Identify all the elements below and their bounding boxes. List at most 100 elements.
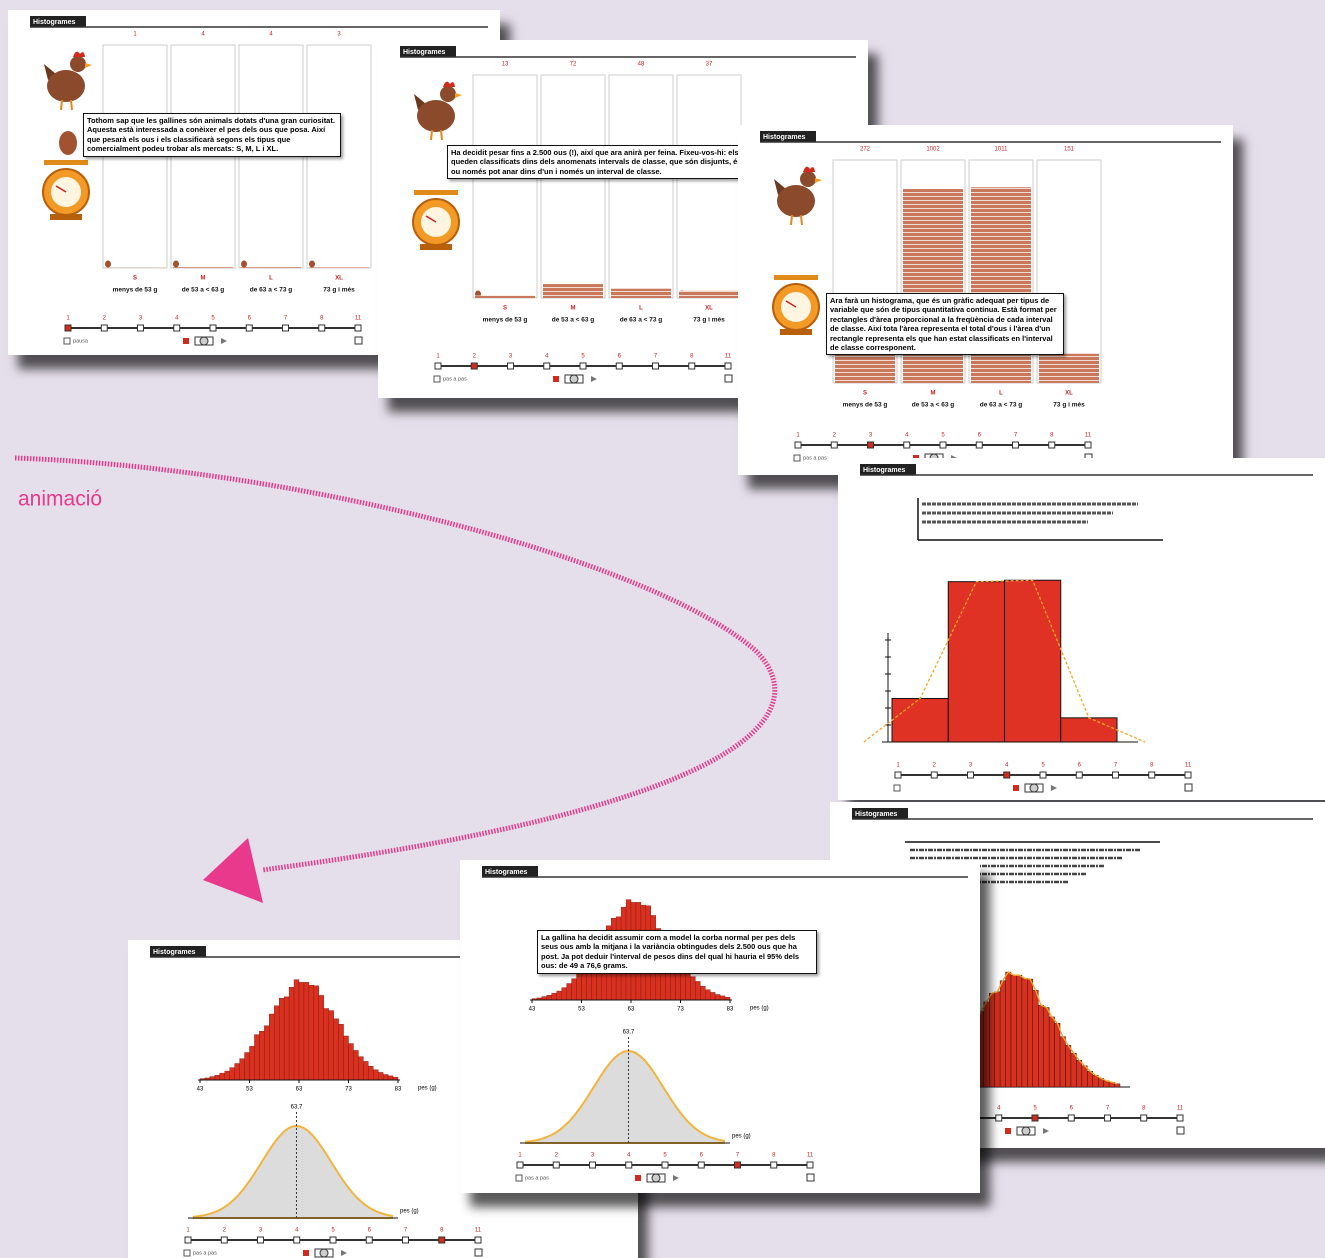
text-box: Tothom sap que les gallines són animals … [83, 113, 341, 157]
step-label: 4 [175, 316, 179, 322]
step-marker [735, 1162, 741, 1168]
step-marker [101, 325, 107, 331]
count-label: 4 [269, 32, 273, 38]
hen-leg [441, 130, 442, 140]
control-label: pas a pas [443, 376, 467, 382]
panel-title: Histogrames [855, 811, 898, 818]
nav-dial [652, 1174, 660, 1182]
step-label: 11 [725, 354, 732, 360]
step-marker [895, 772, 901, 778]
histogram-bar [1000, 981, 1005, 1087]
step-label: 8 [772, 1153, 776, 1159]
step-marker [319, 325, 325, 331]
histogram-bar [250, 1046, 255, 1080]
play-button [221, 338, 227, 344]
step-marker [1076, 772, 1082, 778]
x-tick-label: 73 [677, 1007, 684, 1013]
step-label: 11 [475, 1228, 482, 1234]
step-marker [65, 325, 71, 331]
step-label: 4 [997, 1106, 1001, 1112]
panel-title: Histogrames [485, 869, 528, 876]
histogram-bar [720, 996, 725, 1000]
x-axis-label: pes (g) [418, 1086, 437, 1092]
step-label: 2 [473, 354, 477, 360]
curve-axis-label: pes (g) [732, 1134, 751, 1140]
step-label: 8 [690, 354, 694, 360]
hen-leg [71, 100, 72, 110]
x-axis-label: pes (g) [750, 1006, 769, 1012]
step-label: 6 [1078, 763, 1082, 769]
scale-base [50, 214, 82, 220]
x-tick-label: 53 [578, 1007, 585, 1013]
stop-button [183, 338, 189, 344]
step-marker [931, 772, 937, 778]
step-marker [1085, 442, 1091, 448]
histogram-bar [358, 1057, 363, 1080]
nav-dial [1030, 784, 1038, 792]
step-label: 1 [436, 354, 440, 360]
step-marker [439, 1237, 445, 1243]
checkbox [64, 338, 70, 344]
checkbox [894, 785, 900, 791]
step-label: 2 [555, 1153, 559, 1159]
category-range: de 53 a < 63 g [912, 402, 954, 409]
step-label: 3 [509, 354, 513, 360]
category-range: 73 g i més [1053, 402, 1085, 409]
scale-plate [414, 190, 458, 195]
step-marker [1032, 1115, 1038, 1121]
count-label: 37 [706, 62, 713, 68]
step-marker [517, 1162, 523, 1168]
step-marker [1004, 772, 1010, 778]
text-box: La gallina ha decidit assumir com a mode… [537, 930, 817, 974]
stop-button [635, 1175, 641, 1181]
hen-beak [455, 93, 462, 98]
hen-head [800, 171, 816, 187]
mean-label: 63,7 [623, 1030, 635, 1036]
histogram-bar [552, 993, 557, 1000]
hen-leg [801, 215, 802, 225]
histogram-bar [1071, 1053, 1076, 1087]
step-marker [366, 1237, 372, 1243]
step-marker [508, 363, 514, 369]
histogram-bar [710, 992, 715, 1000]
curve-axis-label: pes (g) [400, 1209, 419, 1215]
histogram-bar [339, 1024, 344, 1080]
end-button [725, 375, 732, 382]
histogram-bar [363, 1061, 368, 1080]
step-label: 8 [440, 1228, 444, 1234]
step-marker [689, 363, 695, 369]
scale-base [780, 329, 812, 335]
step-marker [976, 442, 982, 448]
hen-body [47, 70, 85, 102]
end-button [355, 337, 362, 344]
column [541, 75, 605, 298]
category-range: de 63 a < 73 g [250, 287, 292, 294]
count-label: 3 [337, 32, 341, 38]
category-range: menys de 53 g [113, 287, 158, 294]
step-label: 1 [796, 433, 800, 439]
count-label: 151 [1064, 147, 1075, 153]
step-marker [471, 363, 477, 369]
histogram-bar [334, 1019, 339, 1080]
egg-icon [105, 261, 111, 268]
step-marker [626, 1162, 632, 1168]
histogram-bar [715, 995, 720, 1001]
step-label: 1 [896, 763, 900, 769]
step-label: 6 [618, 354, 622, 360]
stop-button [1013, 785, 1019, 791]
step-label: 4 [1005, 763, 1009, 769]
step-marker [771, 1162, 777, 1168]
step-label: 1 [66, 316, 70, 322]
step-label: 1 [518, 1153, 522, 1159]
step-marker [725, 363, 731, 369]
step-label: 1 [186, 1228, 190, 1234]
step-marker [138, 325, 144, 331]
hen-leg [61, 100, 62, 110]
step-marker [590, 1162, 596, 1168]
step-marker [1141, 1115, 1147, 1121]
histogram-bar [557, 991, 562, 1000]
count-label: 1011 [995, 147, 1009, 153]
x-tick-label: 83 [395, 1087, 402, 1093]
hen-beak [85, 63, 92, 68]
